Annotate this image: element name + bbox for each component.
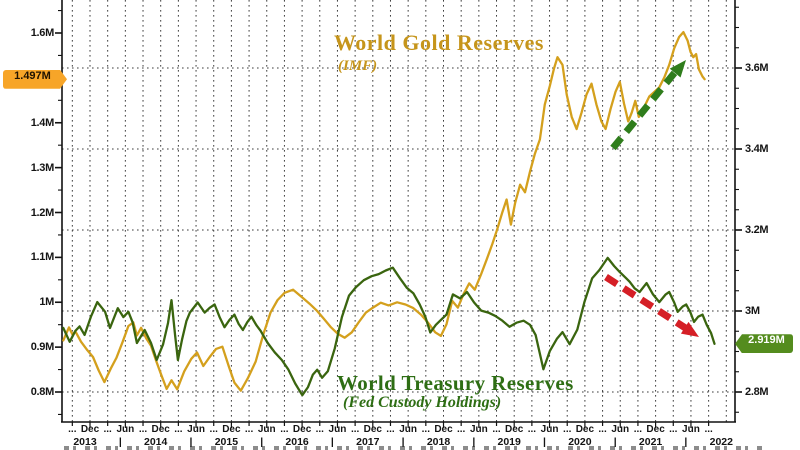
year-label: 2020 xyxy=(568,436,592,448)
x-tick-label: Jun xyxy=(469,424,488,435)
year-label: 2022 xyxy=(709,436,733,448)
left-axis-label: 0.8M xyxy=(30,386,55,398)
left-axis-label: 1.3M xyxy=(30,161,55,174)
x-tick-label: Dec xyxy=(80,424,100,435)
x-tick-label: Jun xyxy=(328,424,347,435)
x-tick-ellipsis: ... xyxy=(492,424,501,435)
x-tick-label: Dec xyxy=(151,424,170,435)
year-separator: | xyxy=(613,436,617,448)
year-separator: | xyxy=(118,436,122,448)
x-tick-label: Jun xyxy=(611,424,630,435)
x-tick-label: Dec xyxy=(646,424,665,435)
gold-series-title: World Gold Reserves xyxy=(334,30,544,55)
uptrend-arrow xyxy=(610,68,679,151)
downtrend-arrow-head xyxy=(680,321,699,337)
treasury-series-subtitle: (Fed Custody Holdings) xyxy=(343,394,502,411)
year-label: 2013 xyxy=(73,436,97,448)
x-tick-label: Dec xyxy=(363,424,382,435)
x-tick-ellipsis: ... xyxy=(457,424,466,435)
left-axis-label: 1.2M xyxy=(30,206,55,219)
x-tick-label: Jun xyxy=(682,424,700,435)
left-axis-label: 1.6M xyxy=(30,27,55,39)
x-tick-ellipsis: ... xyxy=(103,424,112,435)
gold-series-line xyxy=(62,30,706,392)
x-tick-label: Jun xyxy=(116,424,135,435)
year-separator: | xyxy=(472,436,476,448)
year-separator: | xyxy=(543,436,546,448)
year-separator: | xyxy=(260,436,264,448)
treasury-series-line xyxy=(62,256,716,397)
year-separator: | xyxy=(684,436,688,448)
x-tick-ellipsis: ... xyxy=(315,424,324,435)
x-tick-label: Dec xyxy=(575,424,595,435)
treasury-last-value-badge: 2.919M xyxy=(735,334,793,354)
x-tick-ellipsis: ... xyxy=(209,424,218,435)
gold-series-subtitle: (IMF) xyxy=(338,58,378,74)
left-axis-label: 1.1M xyxy=(30,251,55,264)
x-tick-ellipsis: ... xyxy=(527,424,537,435)
year-label: 2014 xyxy=(144,436,168,448)
x-tick-label: Dec xyxy=(222,424,241,435)
x-tick-label: Jun xyxy=(257,424,276,435)
year-separator: | xyxy=(401,436,405,448)
year-label: 2021 xyxy=(638,436,663,448)
right-axis-label: 3.4M xyxy=(745,143,769,155)
x-tick-ellipsis: ... xyxy=(563,424,572,435)
x-tick-ellipsis: ... xyxy=(421,424,430,435)
x-tick-label: Dec xyxy=(505,424,524,435)
year-label: 2018 xyxy=(426,436,451,448)
clipped-bottom-text-row xyxy=(64,446,764,450)
x-tick-ellipsis: ... xyxy=(280,424,289,435)
year-label: 2015 xyxy=(214,436,239,448)
gold-last-value-badge: 1.497M xyxy=(3,70,67,89)
downtrend-arrow xyxy=(604,274,689,332)
x-tick-ellipsis: ... xyxy=(244,424,254,435)
right-axis-label: 3.6M xyxy=(745,62,769,74)
x-tick-label: Jun xyxy=(540,424,559,435)
x-tick-ellipsis: ... xyxy=(138,424,148,435)
year-label: 2019 xyxy=(497,436,521,448)
x-tick-label: Jun xyxy=(187,424,205,435)
x-tick-ellipsis: ... xyxy=(704,424,713,435)
year-separator: | xyxy=(330,436,334,448)
left-axis-label: 1M xyxy=(39,296,54,309)
x-tick-label: Dec xyxy=(434,424,453,435)
x-tick-label: Jun xyxy=(399,424,418,435)
left-axis-label: 1.4M xyxy=(30,116,55,129)
year-label: 2017 xyxy=(356,436,380,448)
uptrend-arrow-head xyxy=(669,60,686,78)
x-tick-ellipsis: ... xyxy=(633,424,643,435)
x-tick-ellipsis: ... xyxy=(174,424,183,435)
x-tick-ellipsis: ... xyxy=(598,424,607,435)
x-tick-label: Dec xyxy=(292,424,312,435)
right-axis-label: 2.8M xyxy=(745,386,769,398)
right-axis-label: 3.2M xyxy=(745,224,769,236)
year-label: 2016 xyxy=(285,436,309,448)
x-tick-ellipsis: ... xyxy=(386,424,395,435)
treasury-series-title: World Treasury Reserves xyxy=(337,371,574,395)
year-separator: | xyxy=(189,436,193,448)
x-tick-ellipsis: ... xyxy=(68,424,77,435)
x-tick-ellipsis: ... xyxy=(669,424,678,435)
right-axis-label: 3M xyxy=(745,305,760,317)
left-axis-label: 0.9M xyxy=(30,341,55,354)
x-tick-ellipsis: ... xyxy=(350,424,360,435)
